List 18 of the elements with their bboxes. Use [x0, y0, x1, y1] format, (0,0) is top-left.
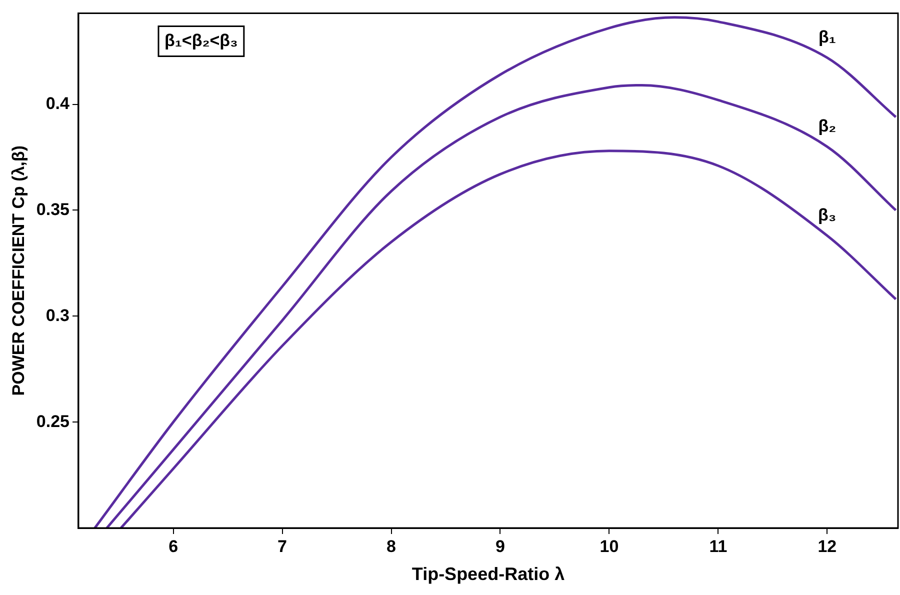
- x-tick-label: 6: [168, 536, 178, 556]
- y-tick-label: 0.4: [46, 94, 70, 113]
- y-tick-label: 0.3: [46, 306, 70, 325]
- y-axis-title: POWER COEFFICIENT Cp (λ,β): [8, 145, 28, 396]
- annotation: β₁<β₂<β₃: [164, 30, 238, 50]
- x-tick-label: 10: [600, 536, 619, 556]
- x-axis-title: Tip-Speed-Ratio λ: [412, 564, 565, 584]
- series-label: β₁: [818, 27, 836, 46]
- x-tick-label: 11: [709, 536, 728, 556]
- y-tick-label: 0.25: [36, 412, 70, 431]
- line-series: [120, 150, 898, 528]
- y-tick-label: 0.35: [36, 200, 70, 219]
- x-tick-label: 7: [278, 536, 288, 556]
- x-tick-label: 12: [818, 536, 837, 556]
- x-tick-label: 8: [386, 536, 396, 556]
- series-label: β₂: [818, 116, 836, 136]
- x-tick-label: 9: [495, 536, 505, 556]
- series-label: β₃: [818, 205, 836, 224]
